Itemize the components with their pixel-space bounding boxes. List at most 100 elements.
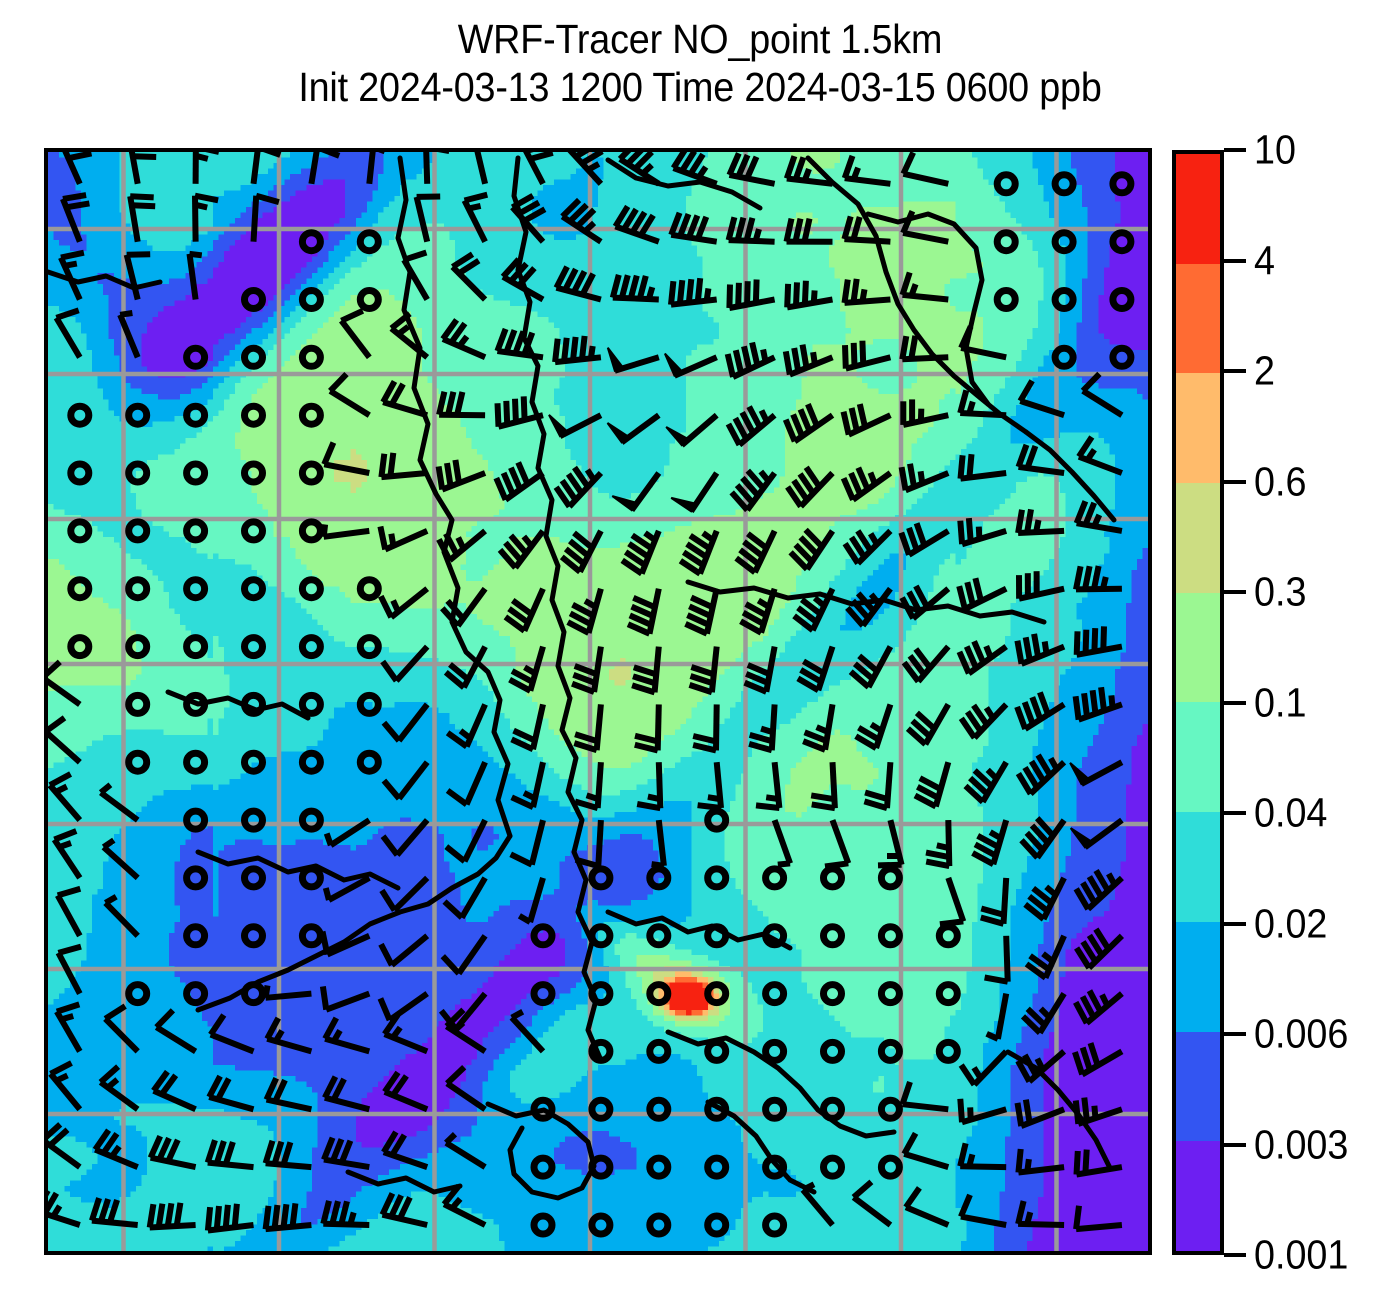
wind-barb bbox=[192, 192, 219, 242]
wind-barb bbox=[510, 193, 547, 244]
wind-barb bbox=[500, 257, 545, 303]
wind-barb bbox=[898, 463, 950, 494]
wind-barb bbox=[725, 216, 775, 245]
wind-barb bbox=[125, 749, 151, 775]
wind-barb bbox=[636, 762, 664, 812]
wind-barb bbox=[440, 586, 488, 628]
wind-barb bbox=[785, 465, 835, 509]
wind-barb bbox=[548, 412, 603, 439]
wind-barb bbox=[103, 894, 140, 938]
wind-barb bbox=[298, 865, 324, 891]
wind-barb bbox=[440, 318, 487, 361]
wind-barb bbox=[89, 1197, 138, 1228]
wind-barb bbox=[900, 210, 949, 245]
wind-barb bbox=[560, 197, 603, 245]
wind-barb bbox=[494, 327, 544, 361]
wind-barb bbox=[48, 715, 82, 765]
colorbar-band-0.6-2 bbox=[1176, 373, 1220, 484]
colorbar-tick-mark bbox=[1224, 258, 1246, 263]
wind-barb bbox=[704, 807, 730, 833]
wind-barb bbox=[670, 152, 718, 187]
wind-barb bbox=[204, 1139, 254, 1171]
wind-barb bbox=[98, 782, 140, 823]
wind-barb bbox=[796, 645, 836, 693]
wind-barb bbox=[1020, 992, 1067, 1035]
wind-barb bbox=[783, 155, 833, 187]
wind-barb bbox=[101, 837, 140, 881]
wind-barb bbox=[617, 152, 661, 187]
wind-barb bbox=[762, 1212, 788, 1238]
wind-barb bbox=[298, 749, 324, 775]
wind-barb bbox=[668, 211, 718, 245]
wind-barb bbox=[898, 522, 950, 558]
wind-barb bbox=[620, 529, 662, 577]
wind-barb bbox=[183, 981, 209, 1007]
wind-barb bbox=[1051, 344, 1077, 370]
wind-barb bbox=[900, 152, 949, 187]
wind-barb bbox=[1073, 868, 1124, 912]
wind-barb bbox=[250, 192, 280, 242]
wind-barb bbox=[366, 152, 385, 185]
colorbar[interactable] bbox=[1172, 150, 1224, 1255]
wind-barb bbox=[128, 152, 157, 185]
wind-barb bbox=[183, 923, 209, 949]
wind-barbs bbox=[48, 152, 1135, 1238]
wind-barb bbox=[125, 691, 151, 717]
wind-barb bbox=[48, 1122, 82, 1170]
wind-barb bbox=[957, 389, 1007, 419]
wind-barb bbox=[588, 1154, 614, 1180]
wind-barb bbox=[147, 1134, 197, 1171]
wind-barb bbox=[183, 634, 209, 660]
wind-barb bbox=[899, 335, 949, 363]
wind-barb bbox=[323, 817, 371, 848]
wind-barb bbox=[1072, 686, 1123, 723]
wind-barb bbox=[381, 760, 430, 801]
wind-barb bbox=[724, 341, 776, 380]
wind-barb bbox=[784, 280, 834, 311]
wind-barb bbox=[450, 251, 488, 302]
wind-barb bbox=[320, 524, 370, 540]
wind-barb bbox=[1073, 1205, 1123, 1233]
wind-barb bbox=[241, 460, 266, 486]
colorbar-tick-mark bbox=[1224, 479, 1246, 484]
wind-barb bbox=[984, 935, 1011, 985]
wind-barb bbox=[901, 1131, 950, 1170]
wind-barb bbox=[60, 192, 90, 243]
wind-barb bbox=[1023, 876, 1067, 922]
wind-barb bbox=[321, 441, 370, 476]
colorbar-band-0.3-0.6 bbox=[1176, 483, 1220, 593]
wind-barb bbox=[378, 586, 430, 620]
wind-barb bbox=[609, 274, 659, 303]
wind-barb bbox=[183, 460, 209, 486]
wind-barb bbox=[782, 403, 835, 444]
map-clip bbox=[48, 152, 1148, 1251]
wind-barb bbox=[588, 981, 614, 1007]
wind-barb bbox=[841, 278, 891, 306]
wind-barb bbox=[262, 1139, 312, 1171]
wind-barb bbox=[441, 1184, 487, 1228]
wind-barb bbox=[646, 923, 672, 949]
wind-barb bbox=[935, 981, 961, 1007]
wind-barb bbox=[378, 933, 430, 968]
colorbar-band-2-4 bbox=[1176, 263, 1220, 374]
wind-barb bbox=[748, 704, 778, 754]
wind-barb bbox=[704, 923, 730, 949]
wind-barb bbox=[802, 703, 836, 753]
wind-barb bbox=[298, 634, 324, 660]
wind-barb bbox=[380, 644, 430, 683]
wind-barb bbox=[646, 1038, 672, 1064]
wind-barb bbox=[241, 402, 266, 428]
colorbar-label-0.3: 0.3 bbox=[1254, 568, 1307, 615]
wind-barb bbox=[379, 875, 430, 913]
wind-barb bbox=[704, 1096, 730, 1122]
wind-barb bbox=[1014, 691, 1066, 732]
wind-barb bbox=[125, 518, 151, 544]
wind-barb bbox=[54, 1001, 83, 1053]
wind-barb bbox=[993, 229, 1019, 255]
map-panel[interactable] bbox=[44, 148, 1152, 1255]
wind-barb bbox=[663, 352, 718, 379]
wind-barb bbox=[356, 749, 382, 775]
wind-barb bbox=[67, 460, 93, 486]
wind-barb bbox=[509, 819, 546, 868]
wind-barb bbox=[461, 191, 489, 244]
